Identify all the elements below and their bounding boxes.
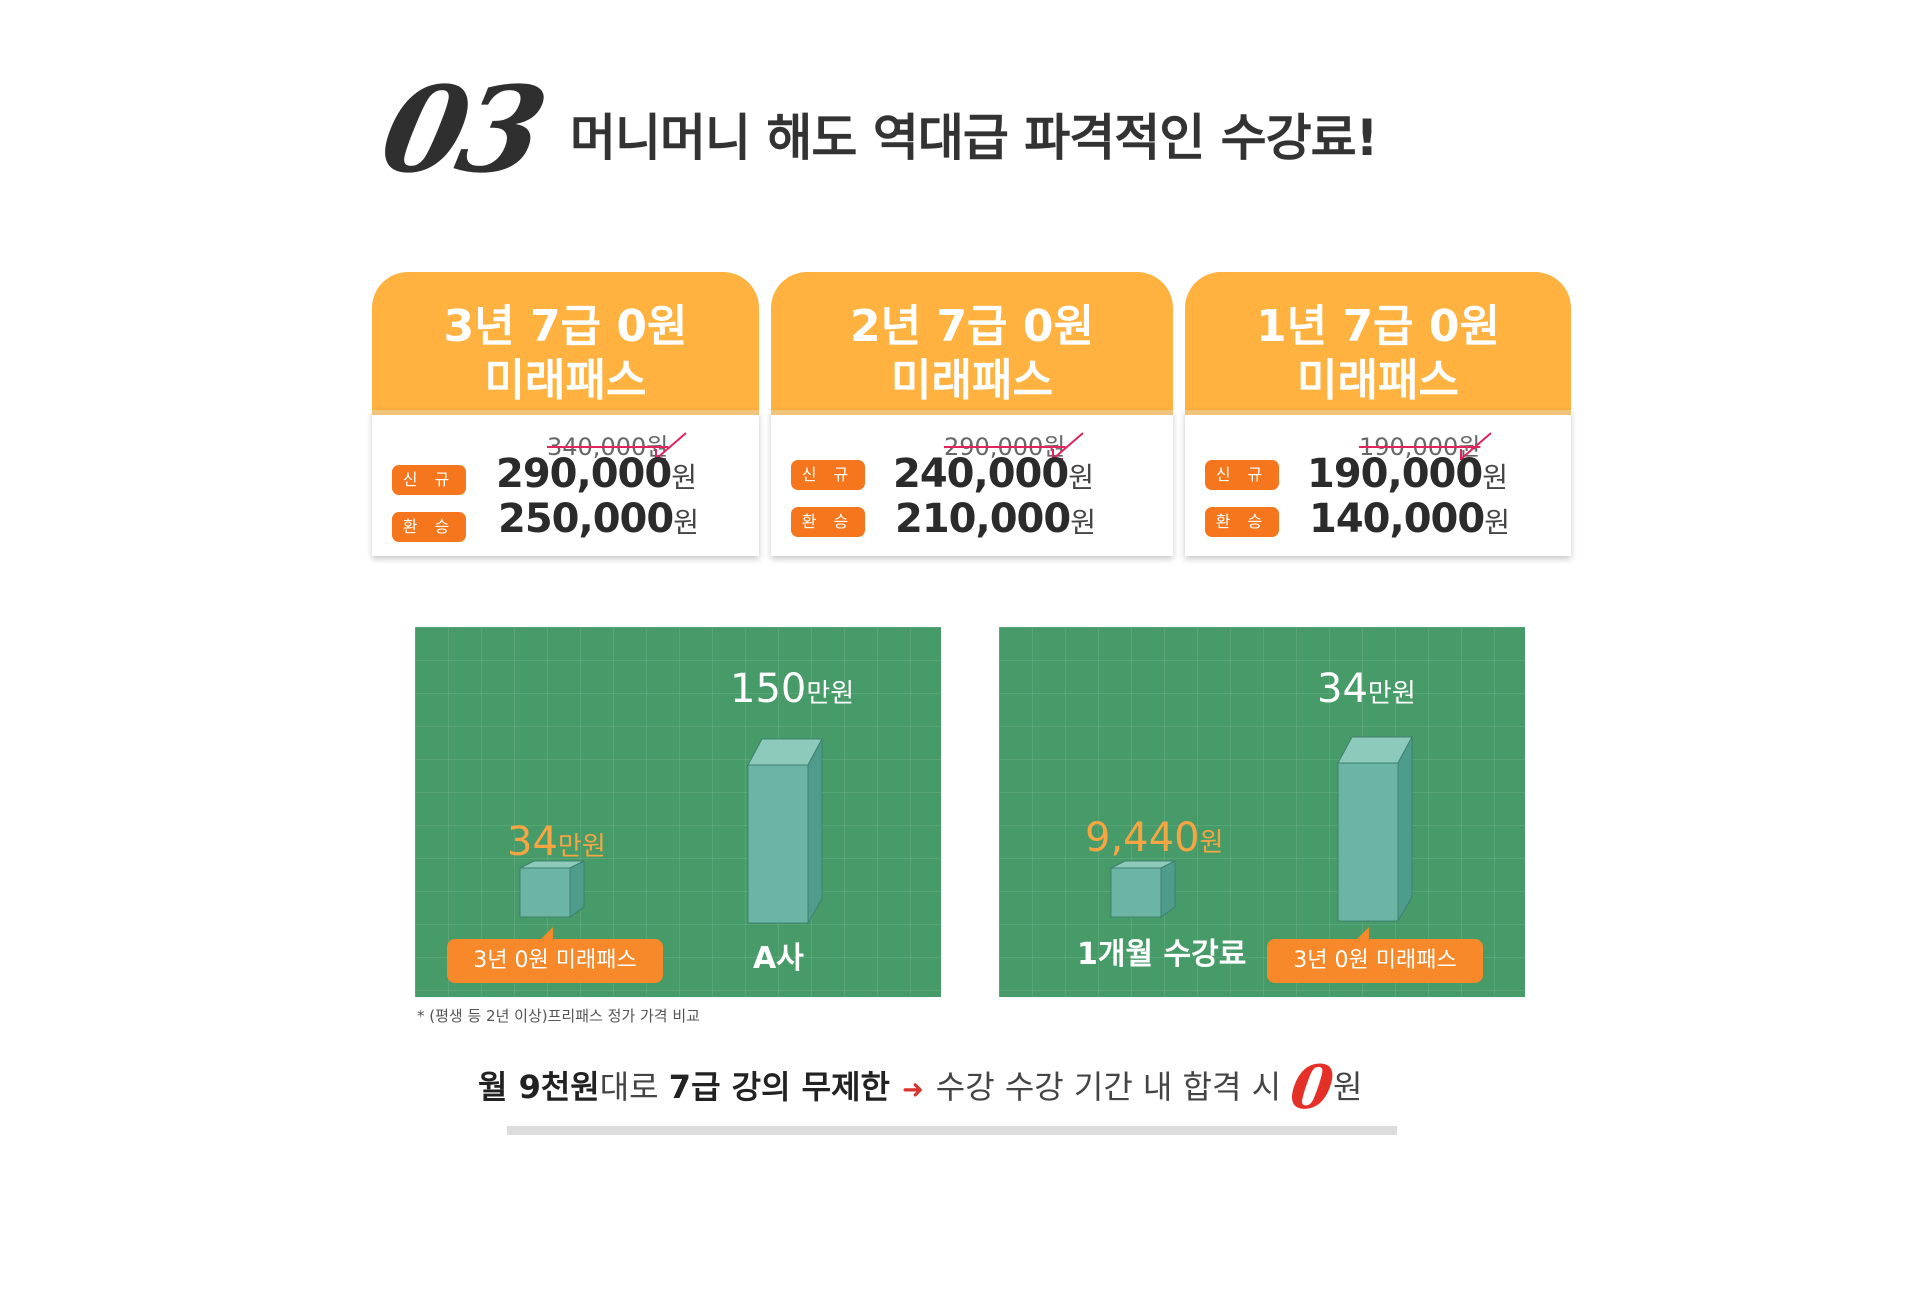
card-title-line1: 2년 7급 0원 xyxy=(850,301,1094,352)
new-tag: 신 규 xyxy=(791,460,865,490)
price-card-3yr: 3년 7급 0원 미래패스 340,000원 신 규 290,000원 환 승 … xyxy=(372,272,759,556)
transfer-price: 140,000원 xyxy=(1309,496,1510,542)
small-bar-callout: 3년 0원 미래패스 xyxy=(447,927,663,983)
transfer-tag: 환 승 xyxy=(791,507,865,537)
banner-condition: 수강 수강 기간 내 합격 시 xyxy=(935,1068,1282,1106)
discount-arrow-icon xyxy=(655,432,687,460)
tall-bar-side xyxy=(1397,736,1413,923)
page-title: 머니머니 해도 역대급 파격적인 수강료! xyxy=(570,109,1378,167)
tall-bar-side xyxy=(807,738,823,925)
card-title-line2: 미래패스 xyxy=(891,355,1053,406)
card-title-line2: 미래패스 xyxy=(484,355,647,406)
price-card-2yr: 2년 7급 0원 미래패스 290,000원 신 규 240,000원 환 승 … xyxy=(771,272,1173,556)
banner-underline xyxy=(507,1126,1397,1135)
zero-highlight: 0 xyxy=(1286,1053,1338,1123)
arrow-right-icon: ➜ xyxy=(901,1075,924,1105)
small-bar-side xyxy=(1160,860,1176,918)
small-bar xyxy=(519,867,571,918)
small-bar-label: 1개월 수강료 xyxy=(1077,937,1247,972)
card-header: 3년 7급 0원 미래패스 xyxy=(372,272,759,410)
new-price: 240,000원 xyxy=(893,451,1094,497)
section-number: 03 xyxy=(370,60,553,199)
new-tag: 신 규 xyxy=(1205,460,1279,490)
bar-graphic xyxy=(1110,736,1413,923)
comparison-panel-1: 34만원 150만원 3년 0원 미래패스 A사 xyxy=(415,627,941,997)
new-price: 290,000원 xyxy=(496,451,697,497)
small-bar-value: 9,440원 xyxy=(1085,815,1224,861)
card-body: 290,000원 신 규 240,000원 환 승 210,000원 xyxy=(771,410,1173,556)
card-body: 190,000원 신 규 190,000원 환 승 140,000원 xyxy=(1185,410,1571,556)
tall-bar-label: A사 xyxy=(753,941,804,976)
new-tag: 신 규 xyxy=(392,465,466,495)
banner-won: 원 xyxy=(1332,1068,1363,1106)
new-price: 190,000원 xyxy=(1307,451,1508,497)
tall-bar-value: 150만원 xyxy=(730,666,855,712)
banner-unlimited: 7급 강의 무제한 xyxy=(668,1068,890,1106)
footnote: * (평생 등 2년 이상)프리패스 정가 가격 비교 xyxy=(417,1007,700,1025)
transfer-tag: 환 승 xyxy=(1205,507,1279,537)
card-title-line1: 1년 7급 0원 xyxy=(1256,301,1500,352)
banner-text: 대로 xyxy=(599,1068,669,1106)
card-header: 1년 7급 0원 미래패스 xyxy=(1185,272,1571,410)
small-bar-value: 34만원 xyxy=(507,819,606,865)
tall-bar-callout: 3년 0원 미래패스 xyxy=(1267,927,1483,983)
small-bar-side xyxy=(569,860,585,918)
transfer-price: 250,000원 xyxy=(498,496,699,542)
original-price: 290,000원 xyxy=(944,433,1066,461)
discount-arrow-icon xyxy=(1460,432,1492,460)
transfer-price: 210,000원 xyxy=(895,496,1096,542)
comparison-panel-2: 9,440원 34만원 1개월 수강료 3년 0원 미래패스 xyxy=(999,627,1525,997)
banner-monthly: 월 9천원 xyxy=(478,1068,600,1106)
card-title-line1: 3년 7급 0원 xyxy=(443,301,688,352)
tall-bar xyxy=(747,764,809,924)
card-title-line2: 미래패스 xyxy=(1297,355,1459,406)
card-header: 2년 7급 0원 미래패스 xyxy=(771,272,1173,410)
small-bar xyxy=(1110,867,1162,918)
tall-bar xyxy=(1337,762,1399,922)
transfer-tag: 환 승 xyxy=(392,512,466,542)
discount-arrow-icon xyxy=(1052,432,1084,460)
bar-graphic xyxy=(519,738,823,925)
card-body: 340,000원 신 규 290,000원 환 승 250,000원 xyxy=(372,410,759,556)
section-heading: 03 머니머니 해도 역대급 파격적인 수강료! xyxy=(370,60,1585,200)
summary-banner: 월 9천원대로 7급 강의 무제한 ➜ 수강 수강 기간 내 합격 시 0원 xyxy=(478,1053,1363,1123)
original-price: 340,000원 xyxy=(547,433,669,461)
price-card-1yr: 1년 7급 0원 미래패스 190,000원 신 규 190,000원 환 승 … xyxy=(1185,272,1571,556)
tall-bar-value: 34만원 xyxy=(1317,666,1416,712)
